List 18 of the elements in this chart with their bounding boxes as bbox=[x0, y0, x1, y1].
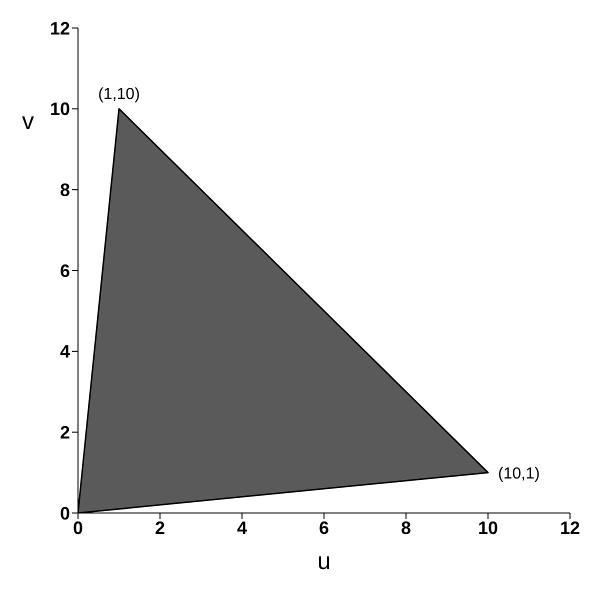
y-tick-label: 0 bbox=[60, 503, 70, 524]
x-tick-label: 10 bbox=[478, 518, 498, 538]
x-tick-label: 12 bbox=[560, 518, 580, 538]
y-tick-label: 10 bbox=[50, 99, 70, 120]
y-tick-label: 4 bbox=[60, 342, 70, 362]
x-tick-label: 8 bbox=[400, 518, 412, 538]
y-axis-title: v bbox=[22, 108, 34, 136]
y-tick-label: 8 bbox=[60, 180, 70, 200]
y-tick-label: 12 bbox=[50, 18, 70, 38]
annotation: (10,1) bbox=[498, 465, 540, 482]
x-tick-label: 4 bbox=[236, 518, 248, 538]
y-tick-label: 6 bbox=[60, 260, 70, 281]
x-axis-title: u bbox=[317, 548, 331, 575]
x-tick-label: 6 bbox=[318, 518, 330, 538]
y-tick-label: 2 bbox=[60, 422, 70, 443]
annotation: (1,10) bbox=[98, 86, 140, 103]
x-tick-label: 2 bbox=[154, 518, 166, 538]
x-tick-label: 0 bbox=[72, 518, 84, 538]
